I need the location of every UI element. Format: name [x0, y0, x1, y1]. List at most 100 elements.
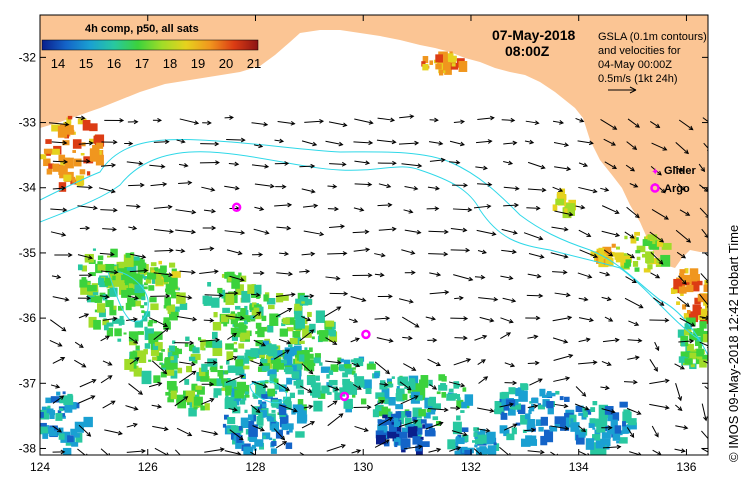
velocity-arrow [154, 229, 175, 234]
velocity-arrow [179, 118, 200, 125]
velocity-arrow [149, 317, 169, 327]
sst-cell [244, 409, 248, 413]
velocity-arrow [224, 115, 234, 120]
sst-cell [238, 324, 247, 333]
sst-cell [643, 268, 651, 273]
sst-cell [623, 255, 632, 263]
sst-cell [164, 357, 173, 366]
sst-cell [59, 408, 64, 412]
sst-cell [627, 418, 637, 426]
sst-cell [347, 385, 358, 395]
sst-cell [40, 409, 50, 420]
velocity-arrow [448, 381, 466, 388]
sst-cell [159, 362, 163, 365]
sst-cell [148, 319, 154, 324]
sst-cell [264, 379, 269, 384]
sst-cell [161, 364, 167, 368]
velocity-arrow [151, 360, 168, 375]
sst-cell [461, 427, 469, 433]
velocity-arrow [174, 449, 181, 455]
sst-cell [422, 63, 429, 71]
velocity-arrow [527, 161, 546, 170]
sst-cell [391, 376, 395, 379]
velocity-arrow [578, 360, 598, 365]
sst-cell [394, 445, 398, 448]
sst-cell [317, 390, 326, 399]
sst-cell [123, 332, 127, 335]
sst-cell [198, 367, 206, 377]
sst-cell [161, 349, 165, 352]
sst-cell [219, 374, 224, 379]
velocity-arrow [50, 207, 68, 213]
sst-cell [630, 235, 637, 244]
sst-cell [142, 315, 148, 322]
sst-cell [295, 379, 304, 389]
sst-cell [461, 446, 468, 453]
sst-cell [93, 135, 100, 144]
velocity-arrow [225, 290, 239, 296]
velocity-arrow [553, 141, 570, 147]
sst-cell [79, 279, 88, 288]
velocity-arrow [552, 269, 568, 275]
sst-cell [52, 163, 60, 172]
sst-cell [698, 344, 702, 349]
sst-cell [243, 319, 248, 325]
velocity-arrow [148, 381, 163, 388]
sst-cell [233, 425, 244, 433]
sst-cell [413, 426, 418, 432]
velocity-arrow [102, 400, 116, 409]
sst-cell [257, 327, 265, 338]
velocity-arrow [525, 120, 540, 126]
lat-tick-label: -32 [19, 50, 37, 64]
sst-cell [156, 352, 163, 362]
velocity-arrow [678, 119, 694, 131]
sst-cell [89, 148, 100, 162]
sst-cell [432, 416, 439, 421]
sst-cell [230, 311, 236, 315]
sst-cell [522, 429, 527, 433]
sst-cell [72, 150, 76, 153]
sst-cell [596, 443, 600, 446]
sst-cell [51, 124, 61, 132]
sst-cell [292, 371, 300, 379]
sst-cell [550, 392, 556, 397]
velocity-arrow [51, 140, 68, 146]
sst-cell [105, 266, 110, 273]
velocity-arrow [327, 206, 340, 212]
sst-cell [255, 322, 262, 329]
velocity-arrow [99, 251, 115, 257]
sst-cell [375, 392, 385, 399]
sst-cell [43, 158, 51, 167]
velocity-arrow [299, 385, 313, 393]
velocity-arrow [126, 317, 138, 322]
sst-cell [170, 355, 178, 365]
velocity-arrow [524, 139, 535, 145]
velocity-arrow [124, 141, 134, 146]
sst-cell [45, 139, 52, 144]
velocity-arrow [678, 338, 695, 344]
sst-cell [299, 295, 309, 306]
sst-cell [109, 275, 116, 281]
sst-cell [460, 410, 465, 413]
sst-cell [518, 390, 528, 402]
colorbar-tick-label: 15 [79, 56, 93, 71]
sst-cell [244, 391, 249, 397]
sst-cell [407, 381, 416, 390]
sst-cell [678, 286, 687, 294]
sst-cell [170, 347, 179, 359]
velocity-arrow [699, 341, 708, 349]
velocity-arrow [650, 166, 662, 176]
sst-cell [58, 165, 68, 175]
sst-cell [141, 296, 146, 301]
velocity-arrow [628, 320, 640, 326]
sst-cell [205, 340, 215, 348]
sst-cell [83, 416, 93, 428]
sst-cell [455, 383, 460, 387]
sst-cell [626, 424, 635, 430]
sst-cell [386, 378, 392, 384]
sst-cell [310, 383, 316, 388]
sst-cell [683, 313, 693, 319]
lon-tick-label: 136 [676, 460, 696, 474]
sst-cell [306, 362, 315, 372]
